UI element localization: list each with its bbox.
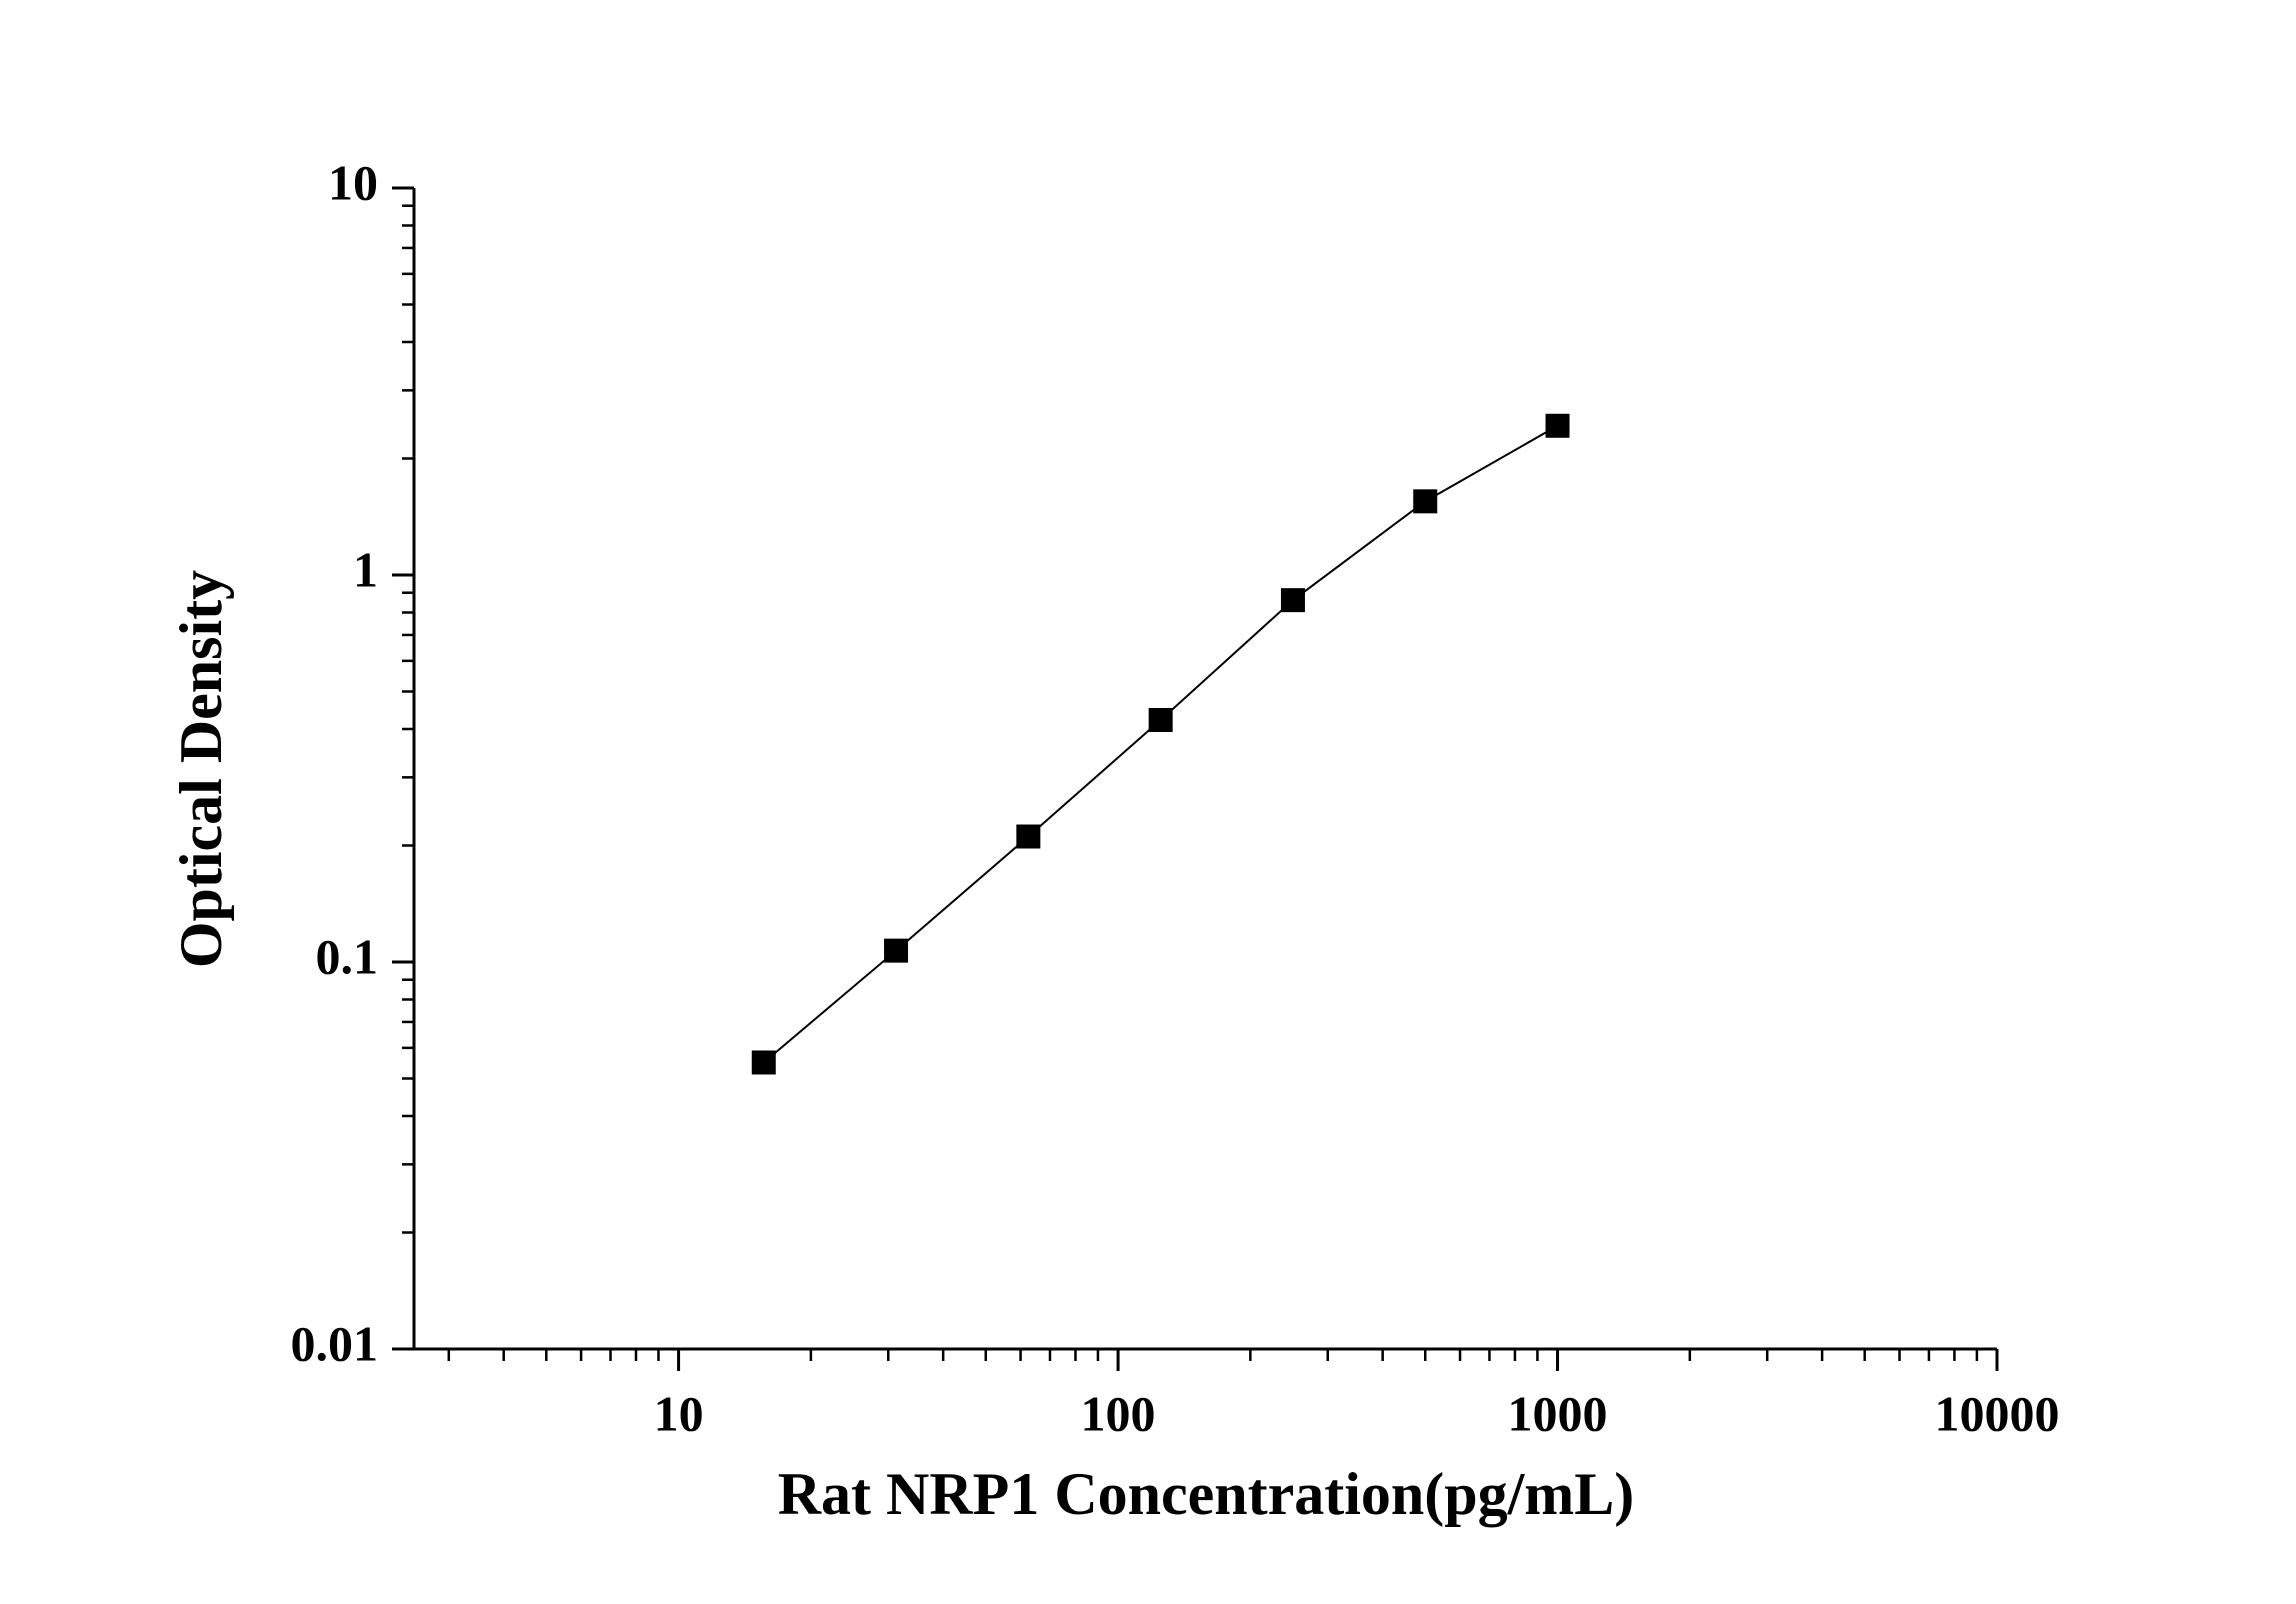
y-axis-title: Optical Density bbox=[168, 570, 234, 968]
data-point bbox=[1413, 489, 1438, 514]
x-tick-label: 1000 bbox=[1508, 1385, 1608, 1441]
y-tick-label: 1 bbox=[353, 541, 378, 597]
data-point bbox=[884, 938, 909, 963]
y-tick-label: 0.01 bbox=[291, 1315, 379, 1371]
y-tick-label: 10 bbox=[328, 154, 378, 210]
x-tick-label: 10000 bbox=[1935, 1385, 2060, 1441]
data-point bbox=[1016, 824, 1041, 849]
series-line bbox=[763, 424, 1559, 1064]
data-point bbox=[1148, 708, 1173, 733]
data-point bbox=[1280, 588, 1305, 613]
x-tick-label: 10 bbox=[654, 1385, 704, 1441]
y-tick-label: 0.1 bbox=[316, 928, 379, 984]
x-tick-label: 100 bbox=[1081, 1385, 1156, 1441]
x-axis-title: Rat NRP1 Concentration(pg/mL) bbox=[778, 1461, 1635, 1527]
data-point bbox=[751, 1050, 776, 1075]
data-point bbox=[1545, 413, 1570, 438]
